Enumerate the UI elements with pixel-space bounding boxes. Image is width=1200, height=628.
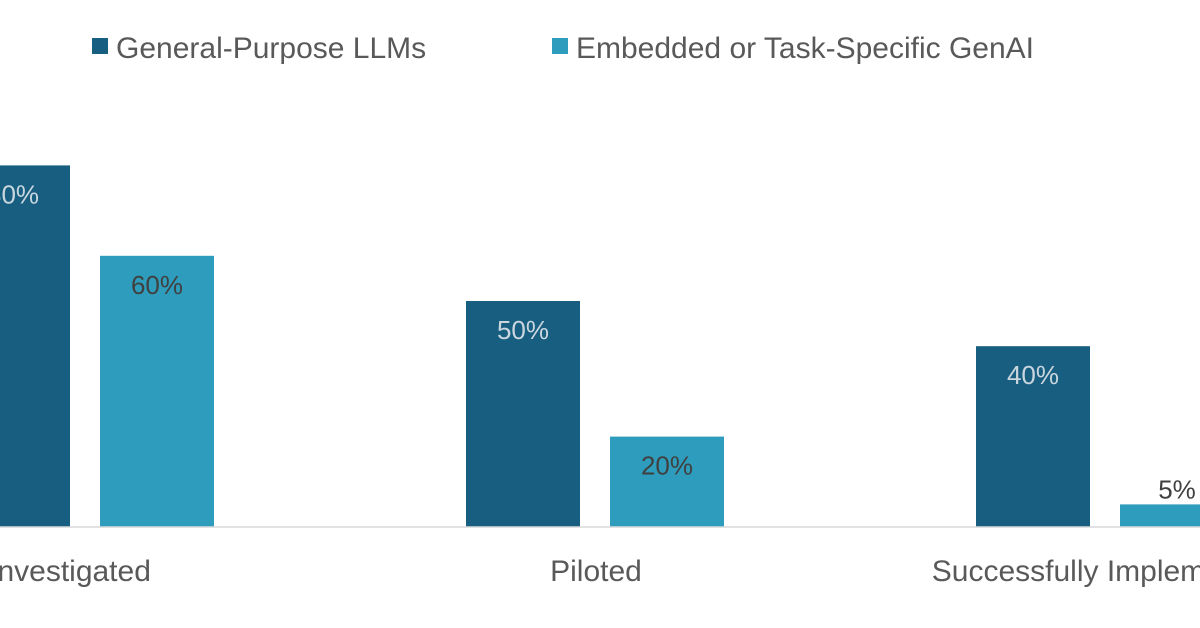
bar-general-purpose-llms-piloted [466, 301, 580, 527]
legend-label-general-purpose-llms: General-Purpose LLMs [116, 32, 426, 65]
category-label-piloted: Piloted [550, 555, 642, 588]
legend: General-Purpose LLMs Embedded or Task-Sp… [92, 32, 1034, 65]
bar-embedded-or-task-specific-genai-piloted [610, 436, 724, 527]
bar-embedded-or-task-specific-genai-successfully-implemented [1120, 504, 1200, 527]
data-label-embedded-or-task-specific-genai-investigated: 60% [131, 270, 183, 300]
bar-embedded-or-task-specific-genai-investigated [100, 255, 214, 528]
category-labels-group: Investigated Piloted Successfully Implemen… [0, 555, 1200, 588]
legend-swatch-general-purpose-llms [92, 38, 108, 54]
category-label-successfully-implemented: Successfully Implemented [932, 555, 1200, 588]
data-label-general-purpose-llms-successfully-implemented: 40% [1007, 360, 1059, 390]
data-label-general-purpose-llms-piloted: 50% [497, 315, 549, 345]
bar-general-purpose-llms-investigated [0, 165, 70, 527]
data-label-embedded-or-task-specific-genai-piloted: 20% [641, 451, 693, 481]
data-label-embedded-or-task-specific-genai-successfully-implemented: 5% [1158, 474, 1196, 504]
data-label-general-purpose-llms-investigated: 80% [0, 179, 39, 209]
legend-label-embedded-task-specific-genai: Embedded or Task-Specific GenAI [576, 32, 1034, 65]
bars-group [0, 165, 1200, 528]
bar-general-purpose-llms-successfully-implemented [976, 346, 1090, 527]
data-labels-group: 80% 60% 50% 20% 40% 5% [0, 179, 1196, 504]
legend-swatch-embedded-task-specific-genai [552, 38, 568, 54]
category-label-investigated: Investigated [0, 555, 151, 588]
